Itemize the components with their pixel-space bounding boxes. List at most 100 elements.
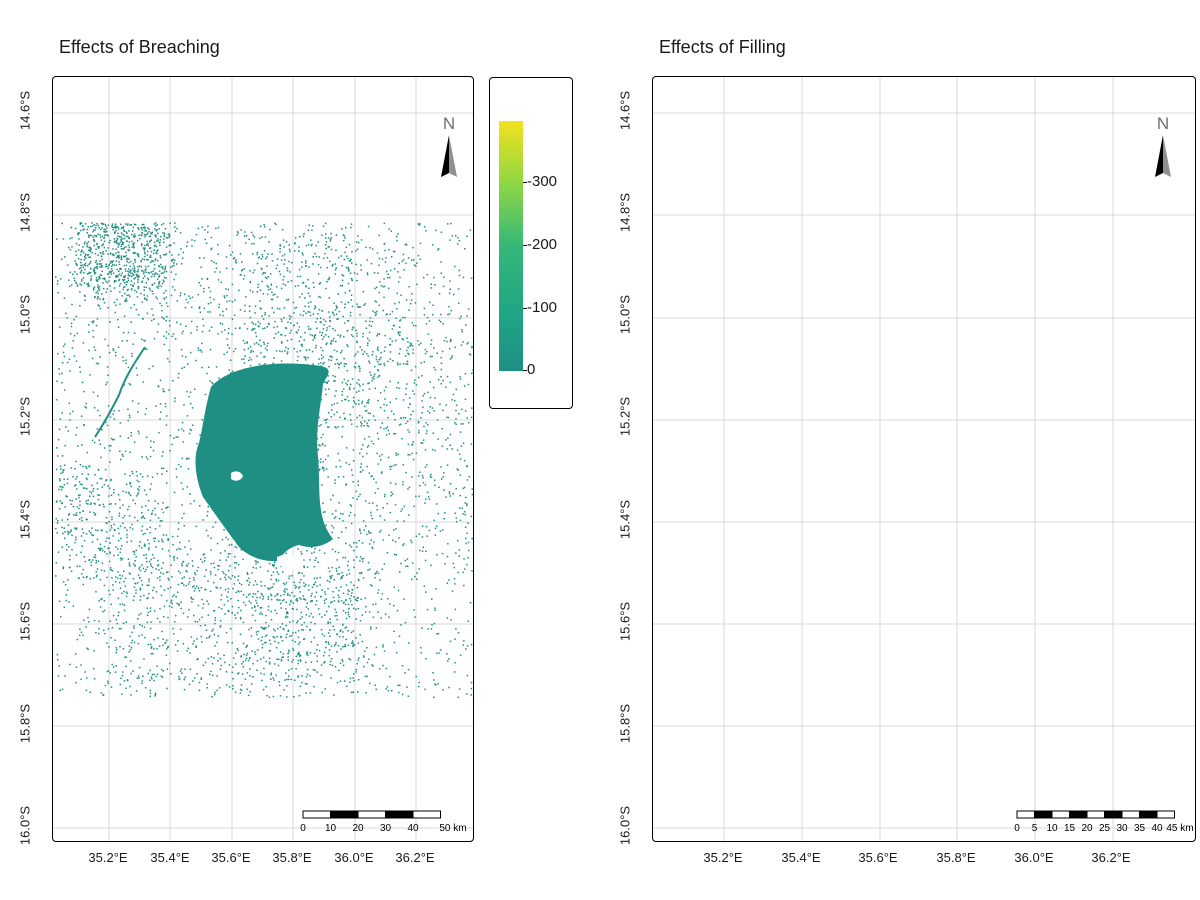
raster-pixel: [110, 260, 112, 263]
raster-pixel: [412, 324, 415, 327]
raster-pixel: [123, 384, 125, 386]
raster-pixel: [55, 517, 57, 520]
raster-pixel: [162, 238, 165, 240]
raster-pixel: [173, 259, 176, 261]
raster-pixel: [393, 529, 395, 531]
raster-pixel: [418, 495, 420, 497]
raster-pixel: [86, 488, 88, 490]
raster-pixel: [204, 661, 207, 664]
raster-pixel: [156, 229, 158, 231]
raster-pixel: [446, 464, 449, 466]
raster-pixel: [387, 690, 390, 692]
raster-pixel: [273, 357, 275, 359]
raster-pixel: [234, 562, 236, 564]
raster-pixel: [137, 276, 139, 279]
raster-pixel: [376, 335, 378, 337]
raster-pixel: [377, 611, 379, 613]
raster-pixel: [100, 266, 103, 268]
raster-pixel: [325, 646, 327, 649]
raster-pixel: [365, 320, 367, 322]
raster-pixel: [154, 244, 156, 246]
raster-pixel: [270, 298, 273, 301]
raster-pixel: [169, 244, 171, 246]
raster-pixel: [424, 559, 427, 562]
raster-pixel: [144, 265, 147, 268]
raster-pixel: [155, 272, 157, 274]
raster-pixel: [311, 552, 313, 554]
raster-pixel: [163, 335, 165, 337]
raster-pixel: [353, 387, 355, 390]
raster-pixel: [406, 383, 408, 385]
raster-pixel: [215, 586, 217, 588]
raster-pixel: [102, 282, 104, 284]
raster-pixel: [166, 687, 168, 690]
raster-pixel: [280, 594, 282, 597]
raster-pixel: [227, 641, 229, 644]
raster-pixel: [198, 689, 201, 692]
raster-pixel: [331, 409, 333, 411]
raster-pixel: [334, 615, 336, 617]
raster-pixel: [100, 263, 102, 265]
raster-pixel: [369, 412, 371, 415]
raster-pixel: [352, 630, 354, 632]
raster-pixel: [336, 411, 338, 413]
raster-pixel: [242, 278, 245, 280]
raster-pixel: [309, 600, 312, 603]
raster-pixel: [136, 677, 139, 679]
raster-pixel: [101, 530, 103, 532]
raster-pixel: [412, 441, 414, 443]
raster-pixel: [285, 615, 287, 618]
raster-pixel: [162, 644, 164, 647]
raster-pixel: [336, 306, 338, 308]
raster-pixel: [275, 267, 277, 270]
raster-pixel: [347, 593, 349, 595]
raster-pixel: [311, 229, 313, 231]
raster-pixel: [384, 613, 387, 615]
raster-pixel: [455, 409, 457, 412]
raster-pixel: [75, 460, 77, 463]
raster-pixel: [207, 603, 210, 605]
raster-pixel: [421, 525, 424, 527]
raster-pixel: [355, 250, 357, 252]
raster-pixel: [461, 329, 463, 331]
raster-pixel: [230, 598, 232, 600]
raster-pixel: [78, 244, 80, 246]
raster-pixel: [327, 455, 329, 457]
raster-pixel: [81, 381, 84, 384]
raster-pixel: [309, 333, 312, 336]
raster-pixel: [104, 468, 107, 471]
raster-pixel: [427, 628, 429, 630]
raster-pixel: [361, 542, 364, 544]
raster-pixel: [409, 342, 412, 344]
raster-pixel: [70, 467, 72, 469]
raster-pixel: [363, 665, 365, 668]
raster-pixel: [248, 305, 251, 307]
raster-pixel: [86, 232, 88, 234]
raster-pixel: [349, 544, 351, 546]
raster-pixel: [130, 280, 133, 282]
raster-pixel: [78, 267, 81, 270]
raster-pixel: [116, 242, 118, 245]
raster-pixel: [84, 295, 86, 298]
raster-pixel: [107, 224, 110, 226]
raster-pixel: [69, 663, 71, 666]
raster-pixel: [151, 260, 153, 262]
raster-pixel: [152, 589, 154, 592]
raster-pixel: [417, 422, 420, 424]
raster-pixel: [333, 517, 336, 520]
raster-pixel: [210, 573, 212, 575]
raster-pixel: [331, 601, 333, 603]
raster-pixel: [328, 605, 330, 608]
raster-pixel: [280, 660, 283, 662]
raster-pixel: [184, 307, 187, 309]
raster-pixel: [58, 665, 60, 667]
raster-pixel: [157, 385, 160, 388]
raster-pixel: [281, 599, 284, 602]
raster-pixel: [131, 470, 133, 473]
raster-pixel: [272, 362, 274, 364]
raster-pixel: [115, 280, 117, 282]
raster-pixel: [154, 259, 156, 261]
raster-pixel: [63, 478, 65, 481]
raster-pixel: [383, 519, 386, 521]
raster-pixel: [464, 526, 467, 528]
